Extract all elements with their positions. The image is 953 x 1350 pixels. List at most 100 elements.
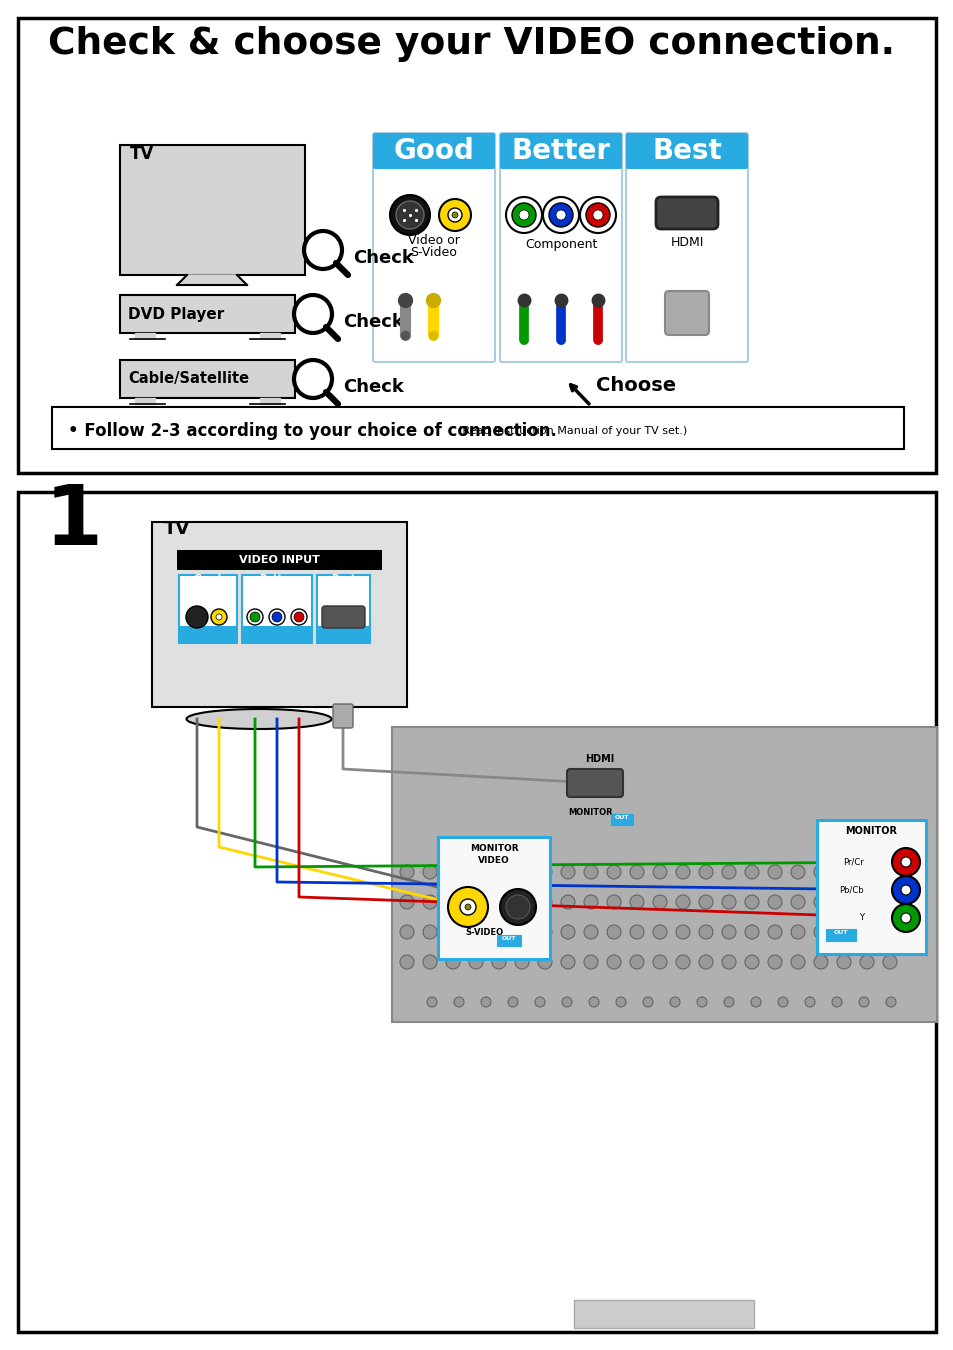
Text: Component: Component (524, 238, 597, 251)
FancyBboxPatch shape (18, 18, 935, 472)
FancyBboxPatch shape (333, 703, 353, 728)
Circle shape (669, 998, 679, 1007)
Circle shape (790, 954, 804, 969)
Circle shape (399, 925, 414, 940)
Circle shape (269, 609, 285, 625)
Circle shape (885, 998, 895, 1007)
Circle shape (548, 202, 573, 227)
Circle shape (699, 954, 712, 969)
Circle shape (813, 925, 827, 940)
Text: TV: TV (164, 520, 190, 539)
Circle shape (469, 865, 482, 879)
FancyBboxPatch shape (610, 814, 633, 825)
Circle shape (480, 998, 491, 1007)
Circle shape (422, 895, 436, 909)
Circle shape (629, 895, 643, 909)
Circle shape (556, 211, 565, 220)
Circle shape (446, 865, 459, 879)
Text: Pb/Cb: Pb/Cb (839, 886, 863, 895)
FancyBboxPatch shape (499, 134, 621, 362)
Circle shape (469, 925, 482, 940)
Circle shape (606, 895, 620, 909)
Text: Good: Good (193, 574, 222, 585)
Circle shape (721, 925, 735, 940)
Circle shape (882, 925, 896, 940)
Circle shape (744, 895, 759, 909)
Text: OUT: OUT (833, 930, 847, 936)
Circle shape (515, 895, 529, 909)
Text: Best: Best (331, 574, 355, 585)
Circle shape (515, 954, 529, 969)
Circle shape (721, 954, 735, 969)
Circle shape (446, 895, 459, 909)
Circle shape (767, 925, 781, 940)
Circle shape (750, 998, 760, 1007)
Text: Check & choose your VIDEO connection.: Check & choose your VIDEO connection. (48, 26, 894, 62)
Circle shape (891, 848, 919, 876)
Text: HDMI: HDMI (670, 236, 703, 248)
Circle shape (859, 865, 873, 879)
Circle shape (448, 208, 461, 221)
FancyBboxPatch shape (392, 728, 936, 1022)
Circle shape (652, 925, 666, 940)
Circle shape (629, 865, 643, 879)
Circle shape (642, 998, 652, 1007)
Circle shape (542, 197, 578, 234)
Text: OUT: OUT (501, 936, 516, 941)
Circle shape (247, 609, 263, 625)
Circle shape (882, 954, 896, 969)
Circle shape (537, 865, 552, 879)
Circle shape (744, 865, 759, 879)
Circle shape (790, 925, 804, 940)
FancyBboxPatch shape (574, 1300, 753, 1328)
FancyBboxPatch shape (52, 406, 903, 450)
Text: Check: Check (343, 378, 403, 396)
Circle shape (492, 865, 505, 879)
Circle shape (537, 925, 552, 940)
Circle shape (499, 890, 536, 925)
FancyBboxPatch shape (625, 134, 747, 362)
Circle shape (215, 614, 222, 620)
Circle shape (767, 954, 781, 969)
Circle shape (629, 954, 643, 969)
Text: Better: Better (511, 136, 610, 165)
FancyBboxPatch shape (816, 819, 925, 954)
Circle shape (652, 895, 666, 909)
Text: VIDEO INPUT: VIDEO INPUT (239, 555, 319, 566)
Circle shape (390, 194, 430, 235)
Circle shape (858, 998, 868, 1007)
Circle shape (588, 998, 598, 1007)
Circle shape (186, 606, 208, 628)
FancyBboxPatch shape (120, 144, 305, 275)
Text: S-Video: S-Video (410, 246, 456, 259)
Circle shape (813, 895, 827, 909)
FancyBboxPatch shape (625, 134, 747, 169)
Circle shape (454, 998, 463, 1007)
Circle shape (676, 865, 689, 879)
Circle shape (616, 998, 625, 1007)
Circle shape (505, 197, 541, 234)
FancyBboxPatch shape (180, 576, 235, 626)
Text: MONITOR: MONITOR (469, 844, 517, 853)
Circle shape (891, 876, 919, 904)
Circle shape (900, 913, 910, 923)
Circle shape (560, 865, 575, 879)
Circle shape (505, 895, 530, 919)
Circle shape (515, 925, 529, 940)
Text: Best: Best (652, 136, 721, 165)
FancyBboxPatch shape (373, 134, 495, 169)
Circle shape (537, 895, 552, 909)
FancyBboxPatch shape (437, 837, 550, 958)
Circle shape (606, 954, 620, 969)
Circle shape (492, 895, 505, 909)
Ellipse shape (186, 709, 331, 729)
Circle shape (790, 895, 804, 909)
Circle shape (469, 895, 482, 909)
Circle shape (250, 612, 260, 622)
Circle shape (469, 954, 482, 969)
Circle shape (422, 954, 436, 969)
FancyBboxPatch shape (18, 491, 935, 1332)
Circle shape (593, 211, 602, 220)
Circle shape (721, 895, 735, 909)
Circle shape (831, 998, 841, 1007)
